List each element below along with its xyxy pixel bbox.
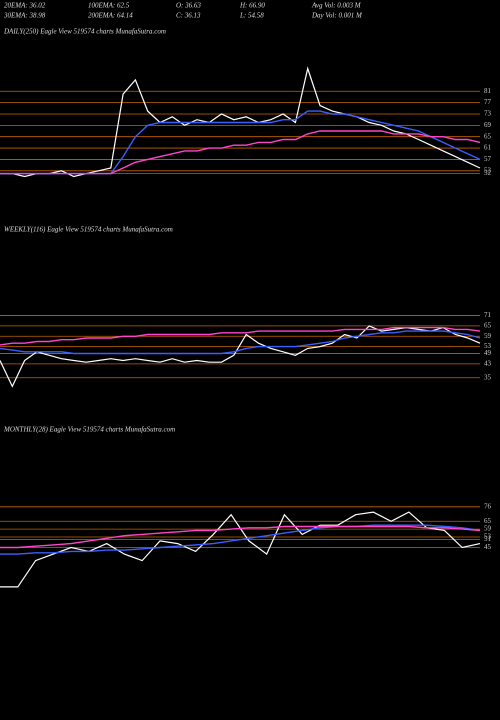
y-tick-label: 45 [484,543,492,551]
panel-title: WEEKLY(116) Eagle View 519574 charts Mun… [4,226,173,234]
price-line [0,110,481,175]
price-line [0,326,481,346]
y-tick-label: 73 [484,110,492,118]
panel-title: MONTHLY(28) Eagle View 519574 charts Mun… [3,426,175,434]
price-line [0,330,481,355]
y-tick-label: 77 [484,98,492,106]
price-line [0,325,481,388]
y-tick-label: 71 [484,311,492,319]
y-tick-label: 53 [484,166,492,174]
y-tick-label: 65 [484,517,492,525]
y-tick-label: 59 [484,332,492,340]
y-tick-label: 69 [484,121,492,129]
header-stat: 30EMA: 38.98 [3,12,46,20]
y-tick-label: 43 [484,360,492,368]
y-tick-label: 81 [484,87,492,95]
header-stat: 20EMA: 36.02 [4,2,46,10]
y-tick-label: 35 [484,373,492,381]
y-tick-label: 49 [484,349,492,357]
header-stat: L: 54.58 [239,12,264,20]
price-line [0,66,481,178]
y-tick-label: 65 [484,132,492,140]
header-stat: O: 36.63 [176,2,201,10]
price-line [0,511,481,588]
header-stat: H: 66.90 [239,2,265,10]
price-line [0,525,481,549]
price-line [0,524,481,555]
y-tick-label: 51 [484,535,492,543]
price-line [0,130,481,175]
header-stat: 100EMA: 62.5 [88,2,130,10]
y-tick-label: 59 [484,525,492,533]
header-stat: 200EMA: 64.14 [88,12,133,20]
y-tick-label: 76 [484,502,492,510]
y-tick-label: 57 [484,155,492,163]
y-tick-label: 53 [484,533,492,541]
header-stat: Avg Vol: 0.003 M [311,2,362,10]
header-stat: C: 36.13 [176,12,201,20]
y-tick-label: 52 [484,169,492,177]
panel-title: DAILY(250) Eagle View 519574 charts Muna… [3,28,166,36]
y-tick-label: 53 [484,342,492,350]
header-stat: Day Vol: 0.001 M [311,12,363,20]
y-tick-label: 61 [484,144,492,152]
y-tick-label: 65 [484,322,492,330]
